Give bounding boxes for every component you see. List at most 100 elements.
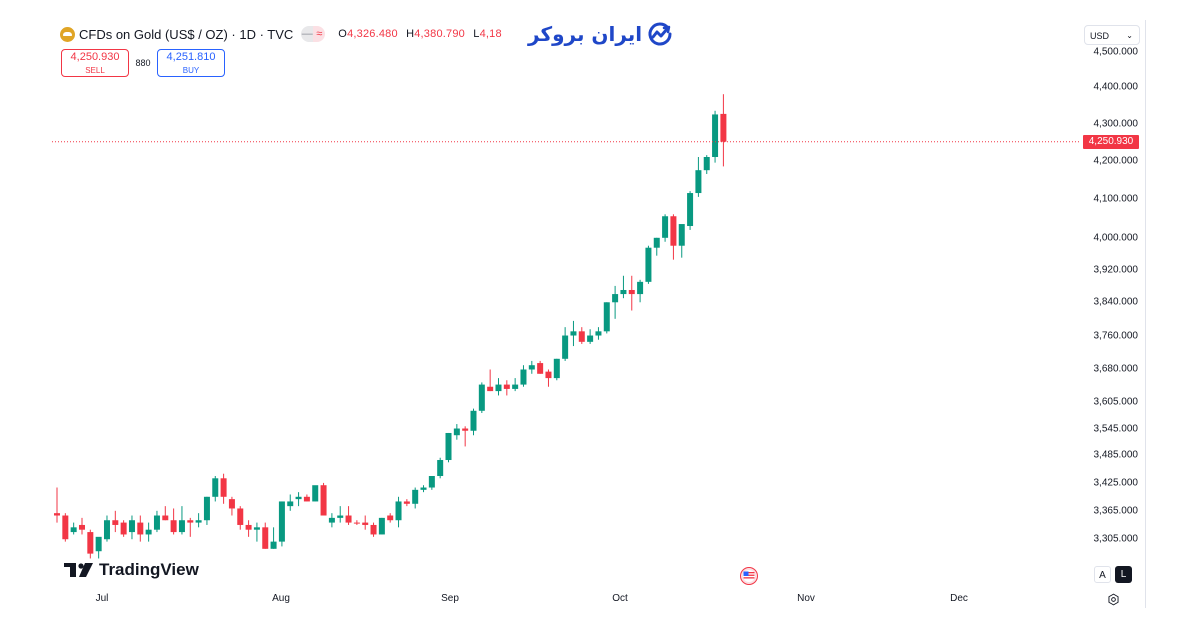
buy-label: BUY — [182, 66, 200, 75]
candle — [695, 156, 702, 197]
tradingview-logo[interactable]: TradingView — [64, 560, 199, 580]
candle — [78, 517, 85, 535]
candle — [287, 494, 294, 511]
buy-button[interactable]: 4,251.810 BUY — [157, 49, 225, 77]
gear-icon[interactable] — [1107, 593, 1120, 606]
candle — [95, 536, 102, 559]
price-tick-label: 3,485.000 — [1093, 449, 1139, 461]
candle — [262, 522, 269, 549]
candle — [662, 214, 669, 242]
price-tick-label: 3,605.000 — [1093, 396, 1139, 408]
candle — [345, 506, 352, 525]
candle — [203, 496, 210, 525]
candle — [687, 191, 694, 230]
dash-icon: — — [301, 26, 314, 42]
open-value: 4,326.480 — [347, 28, 398, 40]
candle — [453, 424, 460, 440]
candle — [378, 517, 385, 535]
candle — [212, 476, 219, 502]
approx-icon: ≈ — [313, 26, 326, 42]
high-label: H — [406, 28, 415, 40]
price-tick-label: 3,425.000 — [1093, 477, 1139, 489]
sell-button[interactable]: 4,250.930 SELL — [61, 49, 129, 77]
candle — [520, 365, 527, 387]
price-tick-label: 3,545.000 — [1093, 423, 1139, 435]
brand-text: ایران بروکر — [528, 22, 643, 46]
open-label: O — [338, 28, 348, 40]
candle — [362, 515, 369, 530]
candle — [320, 482, 327, 516]
tradingview-text: TradingView — [99, 560, 199, 579]
candle — [237, 506, 244, 530]
us-event-flag-icon[interactable] — [740, 567, 758, 585]
candle — [403, 499, 410, 507]
chevron-down-icon: ⌄ — [1126, 31, 1133, 40]
candle — [620, 275, 627, 299]
spread-value: 880 — [135, 58, 151, 68]
candle — [678, 224, 685, 258]
candle — [487, 369, 494, 392]
candle — [503, 380, 510, 396]
candle — [112, 510, 119, 533]
price-tick-label: 3,920.000 — [1093, 264, 1139, 276]
log-scale-button[interactable]: L — [1115, 566, 1132, 583]
candle — [178, 506, 185, 535]
candle — [162, 506, 169, 521]
candle — [587, 329, 594, 344]
price-tick-label: 4,300.000 — [1093, 118, 1139, 130]
candlestick-series — [52, 94, 1080, 559]
price-tick-label: 3,840.000 — [1093, 296, 1139, 308]
candle — [387, 513, 394, 523]
candle — [87, 529, 94, 559]
candle — [720, 94, 727, 167]
symbol-legend[interactable]: CFDs on Gold (US$ / OZ) · 1D · TVC — ≈ O… — [60, 26, 502, 42]
price-tick-label: 4,500.000 — [1093, 46, 1139, 58]
candle — [303, 494, 310, 502]
chart-pane[interactable] — [52, 20, 1080, 590]
price-axis-border — [1145, 20, 1146, 608]
candle — [703, 155, 710, 174]
candle — [220, 473, 227, 504]
candle — [370, 522, 377, 537]
candle — [353, 520, 360, 525]
candle — [245, 520, 252, 537]
price-tick-label: 3,760.000 — [1093, 330, 1139, 342]
candle — [128, 515, 135, 540]
candle — [120, 520, 127, 537]
auto-scale-button[interactable]: A — [1094, 566, 1111, 583]
trade-buttons: 4,250.930 SELL 880 4,251.810 BUY — [61, 49, 225, 77]
price-tick-label: 4,200.000 — [1093, 155, 1139, 167]
candle — [603, 302, 610, 334]
candle — [420, 485, 427, 493]
candle — [228, 496, 235, 516]
candle — [595, 327, 602, 340]
candle — [62, 513, 69, 542]
candle — [470, 408, 477, 436]
time-tick-label: Dec — [950, 593, 968, 604]
candle — [612, 285, 619, 319]
candle — [187, 517, 194, 537]
candle — [462, 426, 469, 447]
candle — [328, 513, 335, 528]
symbol-title[interactable]: CFDs on Gold (US$ / OZ) · 1D · TVC — [79, 26, 294, 42]
sell-label: SELL — [85, 66, 105, 75]
time-tick-label: Jul — [95, 593, 109, 604]
gold-coin-icon — [60, 26, 75, 42]
candle — [170, 508, 177, 535]
candle — [145, 522, 152, 542]
candle — [512, 378, 519, 392]
candle — [528, 360, 535, 374]
candle — [545, 369, 552, 387]
candle — [70, 522, 77, 535]
current-price-label: 4,250.930 — [1083, 135, 1139, 149]
candle — [437, 457, 444, 479]
candle — [428, 476, 435, 490]
sell-price: 4,250.930 — [70, 51, 120, 63]
market-status-pill[interactable]: — ≈ — [301, 26, 326, 42]
candle — [537, 360, 544, 374]
currency-select[interactable]: USD ⌄ — [1084, 25, 1140, 45]
price-tick-label: 4,100.000 — [1093, 193, 1139, 205]
candle — [337, 506, 344, 523]
currency-value: USD — [1090, 31, 1110, 41]
time-tick-label: Aug — [272, 593, 290, 604]
